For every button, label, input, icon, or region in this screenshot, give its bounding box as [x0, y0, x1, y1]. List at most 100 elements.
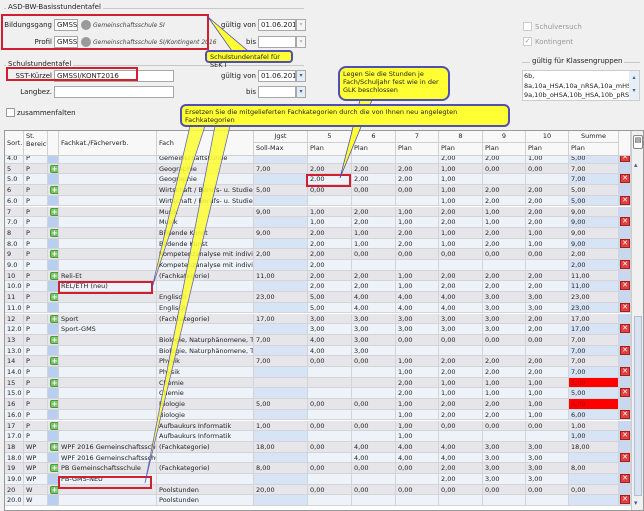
add-cell[interactable]: + — [48, 334, 59, 346]
plan-cell-grade-8[interactable]: 1,00 — [439, 388, 483, 400]
header-plan[interactable]: Plan — [352, 143, 396, 156]
plan-cell-grade-5[interactable] — [308, 409, 352, 421]
plan-cell-grade-6[interactable]: 1,00 — [352, 238, 396, 250]
plan-cell-grade-8[interactable]: 1,00 — [439, 377, 483, 389]
fach-cell[interactable]: Bildende Kunst — [157, 238, 254, 250]
plan-cell-grade-8[interactable]: 1,00 — [439, 174, 483, 186]
fachkat-cell[interactable]: Sport — [59, 313, 157, 325]
plan-cell-grade-9[interactable] — [483, 174, 526, 186]
plan-cell-grade-9[interactable]: 3,00 — [483, 463, 526, 474]
fach-cell[interactable]: Biologie, Naturphänomene, Tec... — [157, 334, 254, 346]
plan-cell-grade-7[interactable]: 0,00 — [396, 249, 439, 260]
fachkat-cell[interactable] — [59, 367, 157, 378]
plan-cell-grade-5[interactable]: 2,00 — [308, 163, 352, 175]
scroll-up-icon[interactable]: ▴ — [634, 161, 638, 169]
plan-cell-grade-6[interactable] — [352, 156, 396, 164]
table-row[interactable]: 15 P + Chemie 2,00 1,00 1,00 1,00 5,00 — [5, 377, 631, 389]
plan-cell-grade-5[interactable]: 2,00 — [308, 227, 352, 239]
fachkat-cell[interactable] — [59, 163, 157, 175]
fachkat-cell[interactable] — [59, 334, 157, 346]
plan-cell-grade-9[interactable] — [483, 431, 526, 442]
plan-cell-grade-6[interactable]: 3,00 — [352, 345, 396, 357]
plan-cell-grade-10[interactable]: 0,00 — [526, 484, 569, 496]
plan-cell-grade-5[interactable]: 2,00 — [308, 270, 352, 282]
plan-cell-grade-10[interactable]: 2,00 — [526, 270, 569, 282]
soll-max-cell[interactable]: 7,00 — [254, 163, 308, 175]
fachkat-cell[interactable] — [59, 156, 157, 164]
plan-cell-grade-9[interactable]: 2,00 — [483, 156, 526, 164]
plan-cell-grade-9[interactable]: 3,00 — [483, 302, 526, 314]
plan-cell-grade-9[interactable]: 2,00 — [483, 238, 526, 250]
plan-cell-grade-6[interactable]: 2,00 — [352, 270, 396, 282]
add-icon[interactable]: + — [50, 228, 58, 237]
plan-cell-grade-7[interactable]: 1,00 — [396, 356, 439, 367]
plan-cell-grade-6[interactable]: 2,00 — [352, 163, 396, 175]
add-icon[interactable]: + — [50, 250, 58, 259]
table-row[interactable]: 14.0PPhysik1,002,002,002,007,00✕ — [5, 367, 631, 378]
plan-cell-grade-8[interactable]: 2,00 — [439, 206, 483, 218]
plan-cell-grade-9[interactable]: 0,00 — [483, 484, 526, 496]
plan-cell-grade-10[interactable]: 2,00 — [526, 281, 569, 293]
plan-cell-grade-10[interactable]: 3,00 — [526, 292, 569, 303]
basis-bis-input[interactable] — [258, 36, 296, 48]
plan-cell-grade-8[interactable]: 4,00 — [439, 302, 483, 314]
table-row[interactable]: 17.0 P Aufbaukurs Informatik 1,00 1,00 ✕ — [5, 431, 631, 442]
header-bereich[interactable]: St. Bereich — [24, 131, 48, 156]
fach-cell[interactable]: Chemie — [157, 377, 254, 389]
plan-cell-grade-7[interactable]: 4,00 — [396, 292, 439, 303]
header-plan[interactable]: Plan — [526, 143, 569, 156]
table-row[interactable]: 13.0P Biologie, Naturphänomene, Tec... 4,0… — [5, 345, 631, 357]
soll-max-cell[interactable]: 5,00 — [254, 185, 308, 196]
plan-cell-grade-10[interactable]: 2,00 — [526, 313, 569, 325]
plan-cell-grade-10[interactable]: 2,00 — [526, 195, 569, 207]
plan-cell-grade-6[interactable]: 0,00 — [352, 249, 396, 260]
header-plan[interactable]: Plan — [569, 143, 619, 156]
plan-cell-grade-8[interactable]: 0,00 — [439, 420, 483, 432]
plan-cell-grade-7[interactable]: 4,00 — [396, 441, 439, 453]
kontingent-checkbox[interactable]: ✓ — [523, 37, 532, 46]
plan-cell-grade-6[interactable]: 2,00 — [352, 217, 396, 228]
add-cell[interactable]: + — [48, 484, 59, 496]
soll-max-cell[interactable]: 9,00 — [254, 206, 308, 218]
plan-cell-grade-10[interactable]: 0,00 — [526, 334, 569, 346]
plan-cell-grade-7[interactable]: 0,00 — [396, 484, 439, 496]
plan-cell-grade-9[interactable] — [483, 260, 526, 271]
plan-cell-grade-10[interactable]: 1,00 — [526, 388, 569, 400]
delete-icon[interactable]: ✕ — [620, 367, 630, 376]
klassengruppen-scrollbar[interactable]: ▴ ▾ — [629, 71, 639, 100]
add-icon[interactable]: + — [50, 400, 58, 409]
plan-cell-grade-8[interactable]: 2,00 — [439, 356, 483, 367]
plan-cell-grade-6[interactable]: 0,00 — [352, 463, 396, 474]
plan-cell-grade-7[interactable]: 1,00 — [396, 367, 439, 378]
table-row[interactable]: 17 P + Aufbaukurs Informatik 1,00 0,00 0,00 1,0… — [5, 420, 631, 432]
header-plan[interactable]: Plan — [483, 143, 526, 156]
schulversuch-checkbox[interactable] — [523, 22, 532, 31]
plan-cell-grade-6[interactable] — [352, 409, 396, 421]
delete-icon[interactable]: ✕ — [620, 156, 630, 162]
plan-cell-grade-10[interactable]: 1,00 — [526, 409, 569, 421]
soll-max-cell[interactable] — [254, 156, 308, 164]
fachkat-cell[interactable] — [59, 409, 157, 421]
plan-cell-grade-8[interactable] — [439, 431, 483, 442]
plan-cell-grade-10[interactable]: 1,00 — [526, 238, 569, 250]
plan-cell-grade-7[interactable]: 1,00 — [396, 409, 439, 421]
plan-cell-grade-10[interactable]: 0,00 — [526, 163, 569, 175]
plan-cell-grade-5[interactable] — [308, 474, 352, 485]
delete-icon[interactable]: ✕ — [620, 195, 630, 205]
plan-cell-grade-7[interactable]: 1,00 — [396, 399, 439, 410]
plan-cell-grade-5[interactable]: 0,00 — [308, 484, 352, 496]
delete-icon[interactable]: ✕ — [620, 238, 630, 248]
fach-cell[interactable]: Kompetenzanalyse mit individu... — [157, 249, 254, 260]
plan-cell-grade-10[interactable]: 2,00 — [526, 356, 569, 367]
add-icon[interactable]: + — [50, 378, 58, 387]
plan-cell-grade-5[interactable]: 1,00 — [308, 217, 352, 228]
header-plan[interactable]: Plan — [396, 143, 439, 156]
plan-cell-grade-8[interactable]: 1,00 — [439, 163, 483, 175]
add-cell[interactable]: + — [48, 420, 59, 432]
schul-bis-input[interactable] — [258, 86, 296, 98]
plan-cell-grade-5[interactable]: 3,00 — [308, 313, 352, 325]
fachkat-cell[interactable]: PB-GMS-NEU — [59, 474, 157, 485]
plan-cell-grade-6[interactable] — [352, 431, 396, 442]
plan-cell-grade-5[interactable] — [308, 377, 352, 389]
plan-cell-grade-7[interactable]: 4,00 — [396, 302, 439, 314]
